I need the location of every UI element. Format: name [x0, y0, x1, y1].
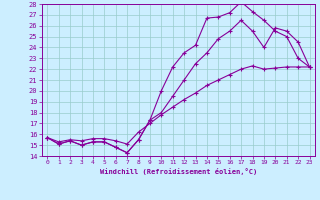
X-axis label: Windchill (Refroidissement éolien,°C): Windchill (Refroidissement éolien,°C) [100, 168, 257, 175]
